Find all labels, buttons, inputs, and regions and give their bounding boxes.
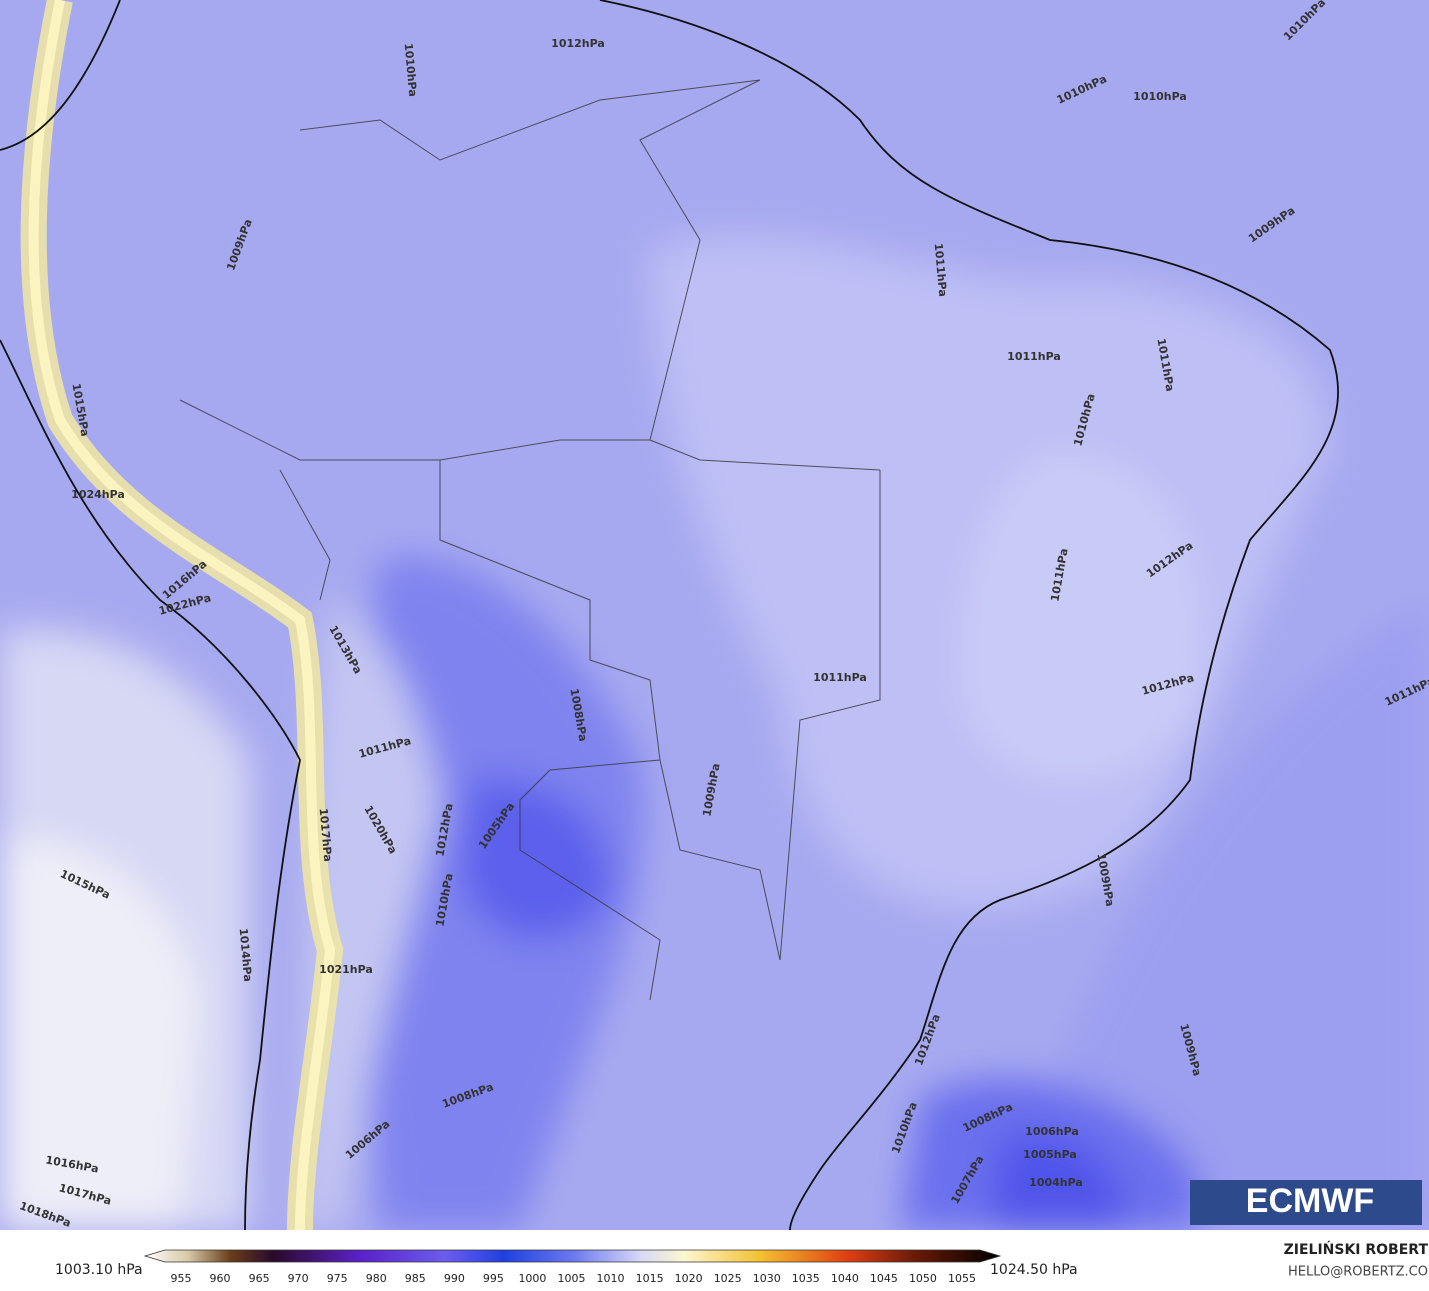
colorbar-tick-label: 995 <box>483 1272 504 1285</box>
colorbar-tick-label: 970 <box>288 1272 309 1285</box>
contour-label: 1017hPa <box>317 808 335 863</box>
contour-label: 1011hPa <box>1007 350 1061 363</box>
colorbar-tick-label: 985 <box>405 1272 426 1285</box>
colorbar-max: 1024.50 hPa <box>990 1262 1078 1278</box>
colorbar-tick-label: 1045 <box>870 1272 898 1285</box>
credit-name: ZIELIŃSKI ROBERT <box>1284 1240 1429 1258</box>
map-area <box>0 0 1429 1231</box>
colorbar-tick-label: 1040 <box>831 1272 859 1285</box>
contour-label: 1010hPa <box>402 43 420 98</box>
credit-contact: HELLO@ROBERTZ.CO <box>1288 1265 1428 1280</box>
colorbar-tick-label: 980 <box>366 1272 387 1285</box>
colorbar-tick-label: 1005 <box>558 1272 586 1285</box>
contour-label: 1021hPa <box>319 963 373 976</box>
colorbar-tick-label: 990 <box>444 1272 465 1285</box>
colorbar <box>143 1249 1002 1263</box>
contour-label: 1006hPa <box>1025 1125 1079 1138</box>
contour-label: 1010hPa <box>1133 90 1187 103</box>
colorbar-tick-label: 1035 <box>792 1272 820 1285</box>
colorbar-tick-label: 1000 <box>518 1272 546 1285</box>
colorbar-ticks: 955 960 965 970 975 980 985 990 995 1000 1005 1010 1… <box>171 1272 977 1285</box>
contour-label: 1011hPa <box>813 671 867 684</box>
logo-box: ECMWF <box>1190 1180 1422 1225</box>
contour-label: 1011hPa <box>932 243 950 298</box>
colorbar-tick-label: 960 <box>210 1272 231 1285</box>
colorbar-tick-label: 1010 <box>597 1272 625 1285</box>
colorbar-tick-label: 965 <box>249 1272 270 1285</box>
colorbar-tick-label: 1015 <box>636 1272 664 1285</box>
colorbar-tick-label: 1050 <box>909 1272 937 1285</box>
logo-background <box>1190 1180 1422 1225</box>
contour-label: 1012hPa <box>551 37 605 50</box>
colorbar-min: 1003.10 hPa <box>55 1262 143 1278</box>
colorbar-tick-label: 975 <box>327 1272 348 1285</box>
colorbar-tick-label: 1025 <box>714 1272 742 1285</box>
contour-label: 1014hPa <box>237 928 255 983</box>
colorbar-tick-label: 1055 <box>948 1272 976 1285</box>
colorbar-tick-label: 1030 <box>753 1272 781 1285</box>
contour-label: 1005hPa <box>1023 1148 1077 1161</box>
contour-label: 1024hPa <box>71 488 125 501</box>
colorbar-tick-label: 955 <box>171 1272 192 1285</box>
contour-label: 1004hPa <box>1029 1176 1083 1189</box>
logo-text: ECMWF <box>1246 1182 1374 1220</box>
colorbar-tick-label: 1020 <box>675 1272 703 1285</box>
